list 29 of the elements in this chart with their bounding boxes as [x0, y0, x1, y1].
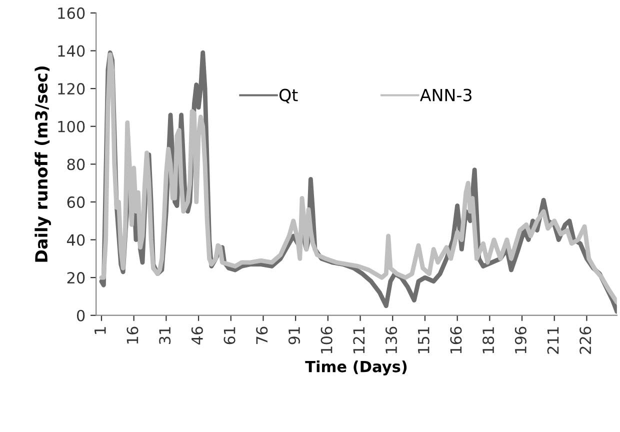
legend-label: ANN-3: [420, 88, 472, 102]
x-tick-label: 166: [450, 326, 462, 354]
x-tick-label: 76: [256, 326, 268, 344]
x-tick-label: 61: [224, 327, 236, 344]
x-tick-label: 211: [547, 327, 559, 354]
y-tick-label: 20: [67, 272, 85, 284]
x-tick-label: 181: [482, 327, 494, 354]
y-axis-title: Daily runoff (m3/sec): [34, 66, 51, 262]
x-tick-label: 1: [94, 327, 106, 334]
x-tick-label: 106: [320, 326, 332, 354]
x-tick-label: 196: [514, 326, 526, 354]
y-tick-label: 120: [58, 83, 85, 95]
legend-label: Qt: [279, 88, 298, 104]
x-tick-label: 151: [418, 327, 430, 354]
x-tick-label: 16: [126, 326, 138, 344]
x-tick-label: 136: [386, 326, 398, 354]
x-tick-label: 91: [288, 327, 300, 344]
x-tick-label: 46: [191, 326, 203, 344]
y-tick-label: 60: [67, 196, 85, 208]
y-tick-label: 160: [58, 7, 85, 19]
x-tick-label: 121: [353, 327, 364, 354]
x-tick-label: 31: [159, 327, 171, 344]
y-tick-label: 0: [76, 310, 85, 322]
y-tick-label: 140: [58, 45, 85, 57]
y-tick-label: 80: [67, 158, 85, 170]
y-tick-label: 40: [66, 234, 85, 246]
x-axis-title: Time (Days): [305, 360, 407, 376]
y-tick-label: 100: [58, 120, 85, 132]
x-tick-label: 226: [580, 326, 592, 354]
